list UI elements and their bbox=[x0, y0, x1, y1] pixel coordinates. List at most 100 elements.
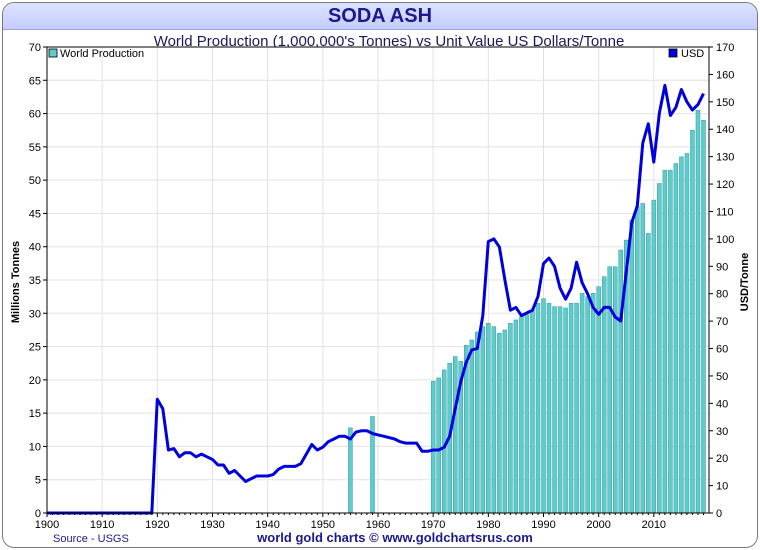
production-bar bbox=[651, 199, 657, 514]
tick-label-left: 5 bbox=[35, 475, 41, 487]
production-bar bbox=[612, 266, 618, 514]
production-bar bbox=[563, 307, 568, 514]
footer-credit: world gold charts © www.goldchartsrus.co… bbox=[256, 530, 533, 545]
production-bar bbox=[513, 319, 519, 514]
production-bar bbox=[574, 303, 579, 514]
production-bar bbox=[607, 266, 612, 514]
production-bar bbox=[486, 323, 491, 514]
tick-label-right: 110 bbox=[716, 206, 734, 218]
tick-label-right: 80 bbox=[716, 289, 728, 301]
tick-label-x: 1910 bbox=[90, 519, 114, 531]
tick-label-left: 65 bbox=[29, 75, 41, 87]
tick-label-right: 170 bbox=[716, 42, 734, 54]
tick-label-left: 10 bbox=[29, 441, 41, 453]
legend: World Production USD bbox=[48, 48, 704, 60]
production-bar bbox=[430, 380, 436, 514]
y-axis-left-label: Millions Tonnes bbox=[10, 241, 22, 323]
tick-label-right: 40 bbox=[716, 398, 728, 410]
production-bar bbox=[635, 206, 640, 514]
production-bar bbox=[668, 169, 673, 514]
tick-label-x: 1970 bbox=[421, 519, 445, 531]
title-bar: SODA ASH bbox=[3, 3, 757, 30]
production-bar bbox=[436, 377, 441, 514]
tick-label-left: 30 bbox=[29, 308, 41, 320]
production-bar bbox=[497, 333, 502, 514]
production-bar bbox=[601, 276, 607, 514]
legend-swatch-usd bbox=[668, 48, 678, 58]
tick-label-right: 10 bbox=[716, 481, 728, 493]
legend-label-usd: USD bbox=[681, 48, 704, 60]
production-bar bbox=[452, 356, 458, 514]
tick-label-x: 1950 bbox=[311, 519, 335, 531]
legend-swatch-production bbox=[48, 48, 58, 58]
production-bar bbox=[552, 306, 557, 514]
production-bar bbox=[348, 427, 353, 514]
tick-label-left: 60 bbox=[29, 109, 41, 121]
tick-label-right: 70 bbox=[716, 316, 728, 328]
tick-label-x: 1960 bbox=[366, 519, 390, 531]
production-bar bbox=[640, 203, 646, 514]
usd-line bbox=[47, 83, 705, 515]
production-bar bbox=[701, 119, 706, 514]
production-bar bbox=[590, 293, 596, 514]
tick-label-left: 15 bbox=[29, 408, 41, 420]
production-bar bbox=[618, 249, 623, 514]
tick-label-left: 55 bbox=[29, 142, 41, 154]
line-group bbox=[47, 83, 705, 515]
tick-label-right: 160 bbox=[716, 69, 734, 81]
production-bar bbox=[535, 303, 541, 514]
tick-label-left: 40 bbox=[29, 242, 41, 254]
production-bar bbox=[469, 339, 475, 514]
tick-label-right: 100 bbox=[716, 234, 734, 246]
tick-label-x: 1990 bbox=[531, 519, 555, 531]
tick-label-right: 130 bbox=[716, 152, 734, 164]
axes: 0 5 10 15 20 25 30 35 40 45 50 55 60 65 70 0 10 20 30 40 50 6… bbox=[29, 42, 735, 531]
tick-label-left: 20 bbox=[29, 375, 41, 387]
production-bar bbox=[695, 109, 701, 514]
chart-subtitle: World Production (1,000,000's Tonnes) vs… bbox=[154, 33, 625, 50]
tick-label-x: 1920 bbox=[145, 519, 169, 531]
production-bar bbox=[508, 323, 513, 514]
tick-label-x: 1900 bbox=[35, 519, 59, 531]
tick-label-x: 1930 bbox=[200, 519, 224, 531]
tick-label-right: 20 bbox=[716, 453, 728, 465]
production-bar bbox=[690, 129, 695, 514]
source-label: Source - USGS bbox=[53, 533, 129, 545]
production-bar bbox=[491, 326, 497, 514]
tick-label-left: 25 bbox=[29, 342, 41, 354]
production-bar bbox=[530, 309, 535, 514]
plot-border bbox=[46, 46, 710, 514]
production-bar bbox=[502, 329, 508, 514]
production-bar bbox=[370, 416, 375, 514]
tick-label-left: 35 bbox=[29, 275, 41, 287]
production-bar bbox=[646, 233, 651, 514]
production-bar bbox=[596, 286, 601, 514]
tick-label-left: 45 bbox=[29, 208, 41, 220]
production-bar bbox=[475, 331, 480, 514]
production-bar bbox=[546, 303, 552, 514]
tick-label-x: 1940 bbox=[255, 519, 279, 531]
tick-label-right: 90 bbox=[716, 261, 728, 273]
tick-label-right: 30 bbox=[716, 426, 728, 438]
chart-title: SODA ASH bbox=[327, 5, 433, 27]
tick-label-x: 1980 bbox=[476, 519, 500, 531]
production-bar bbox=[684, 153, 690, 514]
y-axis-right-label: USD/Tonne bbox=[739, 253, 751, 311]
tick-label-left: 70 bbox=[29, 42, 41, 54]
production-bar bbox=[557, 306, 563, 514]
production-bar bbox=[568, 303, 574, 514]
production-bar bbox=[579, 293, 585, 514]
legend-label-production: World Production bbox=[60, 48, 144, 60]
production-bar bbox=[657, 183, 662, 514]
production-bar bbox=[519, 316, 524, 514]
tick-label-right: 140 bbox=[716, 124, 734, 136]
production-bar bbox=[679, 156, 684, 514]
production-bar bbox=[585, 296, 590, 514]
tick-label-x: 2000 bbox=[586, 519, 610, 531]
tick-label-right: 120 bbox=[716, 179, 734, 191]
production-bar bbox=[673, 163, 679, 514]
tick-label-left: 50 bbox=[29, 175, 41, 187]
production-bar bbox=[629, 219, 635, 514]
production-bar bbox=[541, 298, 546, 514]
